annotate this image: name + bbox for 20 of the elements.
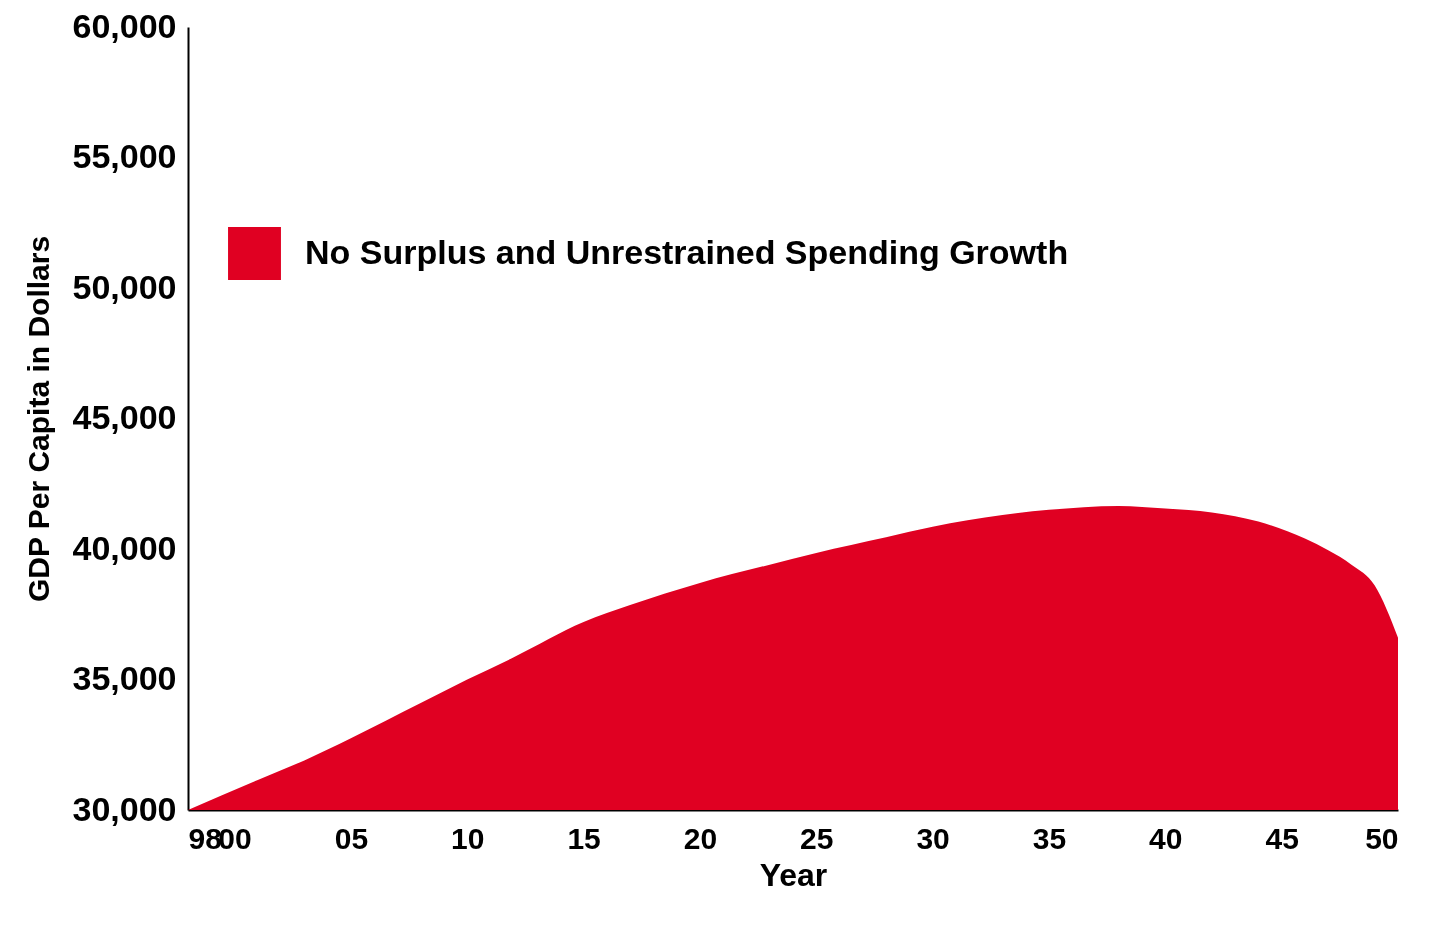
x-tick-label: 25 (800, 821, 834, 855)
y-tick-label: 30,000 (72, 789, 177, 828)
y-tick-label: 45,000 (72, 398, 177, 436)
legend-label: No Surplus and Unrestrained Spending Growth (305, 232, 1069, 271)
y-axis-title: GDP Per Capita in Dollars (21, 235, 55, 603)
x-tick-label: 30 (916, 821, 950, 855)
x-tick-label: 50 (1365, 821, 1399, 855)
y-tick-label: 35,000 (72, 659, 177, 697)
x-tick-label: 15 (567, 821, 601, 855)
x-axis-title: Year (759, 856, 828, 893)
x-tick-label: 20 (683, 821, 718, 855)
y-tick-label: 50,000 (72, 267, 177, 306)
x-tick-label: 05 (334, 821, 369, 855)
y-tick-label: 60,000 (72, 6, 177, 45)
y-tick-label: 55,000 (72, 137, 177, 175)
x-tick-label: 35 (1032, 821, 1067, 855)
x-tick-label: 40 (1149, 821, 1183, 855)
x-tick-label: 45 (1265, 821, 1299, 855)
x-tick-label: 10 (451, 821, 485, 855)
y-tick-label: 40,000 (72, 528, 177, 567)
